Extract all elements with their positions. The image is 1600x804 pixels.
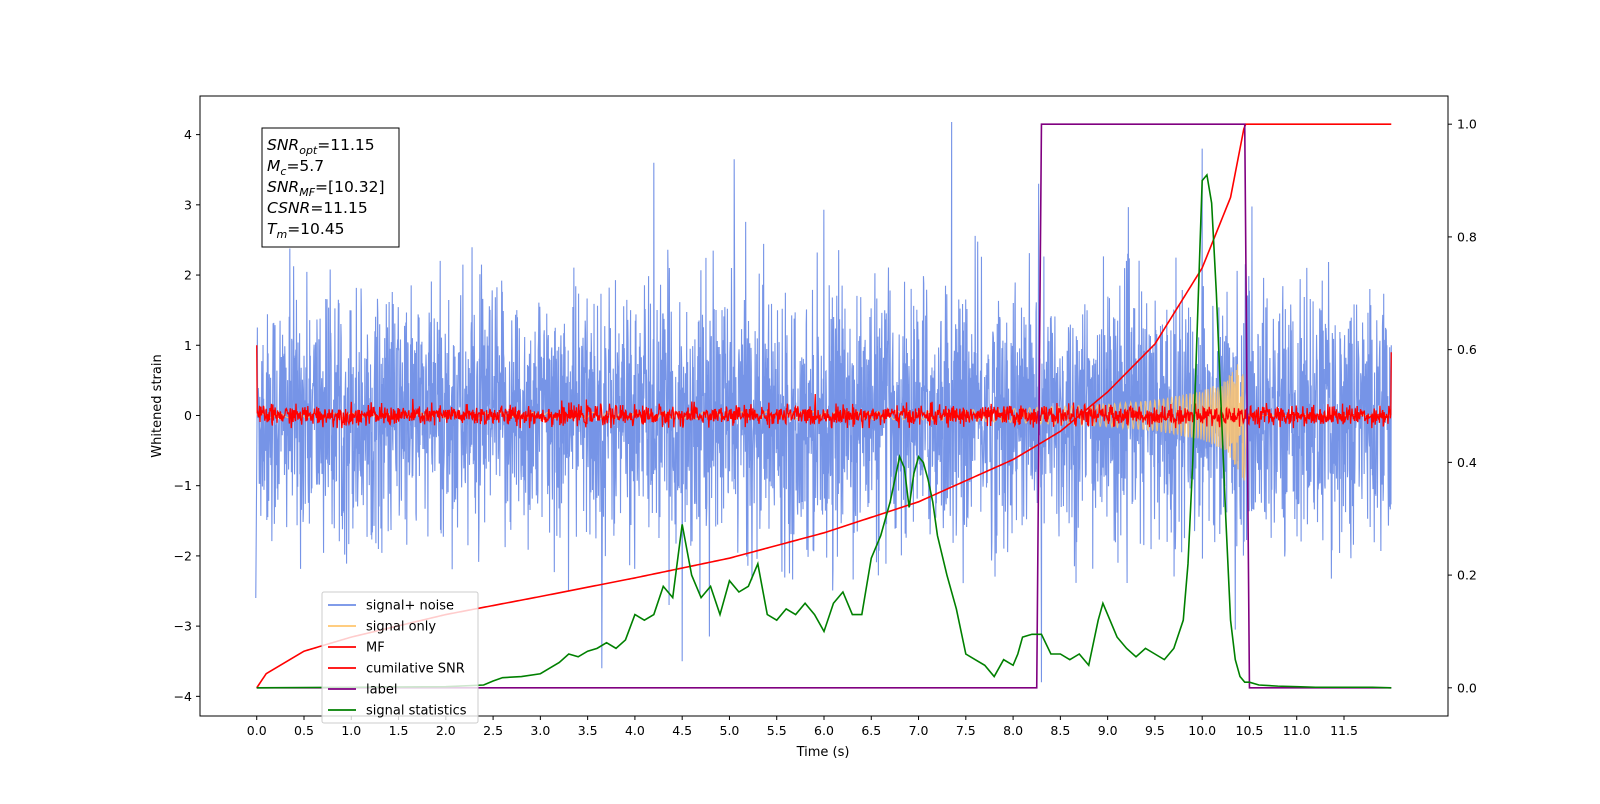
stats-annotation-box: SNRopt=11.15Mc=5.7SNRMF=[10.32]CSNR=11.1…: [261, 127, 400, 248]
x-tick-label: 11.0: [1283, 723, 1311, 738]
y-left-tick-label: −4: [174, 689, 192, 704]
x-axis-label: Time (s): [796, 745, 850, 760]
x-tick-label: 9.0: [1098, 723, 1118, 738]
x-tick-label: 5.0: [720, 723, 740, 738]
x-tick-label: 4.0: [625, 723, 645, 738]
series-label: [256, 123, 1392, 689]
x-tick-label: 8.0: [1003, 723, 1023, 738]
legend-label: label: [366, 683, 397, 698]
y-right-tick-label: 0.0: [1457, 680, 1477, 695]
y-left-tick-label: 1: [184, 338, 192, 353]
annotation-line: CSNR=11.15: [267, 199, 368, 217]
annotation-line: Mc=5.7: [267, 157, 324, 178]
x-tick-label: 6.0: [814, 723, 834, 738]
y-right-tick-label: 0.4: [1457, 455, 1477, 470]
annotation-line: SNRMF=[10.32]: [267, 178, 385, 199]
x-tick-label: 10.5: [1236, 723, 1264, 738]
y-right-tick-label: 0.2: [1457, 568, 1477, 583]
legend-label: signal+ noise: [366, 599, 454, 614]
x-tick-label: 3.5: [578, 723, 598, 738]
y-left-tick-label: −3: [174, 619, 192, 634]
annotation-line: Tm=10.45: [267, 220, 345, 241]
x-tick-label: 1.0: [341, 723, 361, 738]
x-tick-label: 7.5: [956, 723, 976, 738]
y-left-tick-label: −1: [174, 478, 192, 493]
legend-label: cumilative SNR: [366, 662, 465, 677]
y-right-tick-label: 0.8: [1457, 229, 1477, 244]
y-axis-left: 4 3 2 1 0 −1 −2 −3 −4: [174, 127, 200, 704]
x-tick-label: 2.0: [436, 723, 456, 738]
x-tick-label: 8.5: [1050, 723, 1070, 738]
x-tick-label: 0.0: [247, 723, 267, 738]
x-tick-label: 5.5: [767, 723, 787, 738]
y-axis-label: Whitened strain: [150, 354, 165, 457]
legend-label: MF: [366, 641, 385, 656]
legend-frame: [321, 591, 479, 724]
x-axis: 0.0 0.5 1.0 1.5 2.0 2.5 3.0 3.5 4.0 4.5 5.0 5.5 6.0 6…: [247, 716, 1358, 738]
x-tick-label: 1.5: [389, 723, 409, 738]
y-right-tick-label: 0.6: [1457, 342, 1477, 357]
x-tick-label: 2.5: [483, 723, 503, 738]
x-tick-label: 7.0: [909, 723, 929, 738]
x-tick-label: 4.5: [672, 723, 692, 738]
annotation-frame: [261, 127, 400, 248]
y-left-tick-label: 4: [184, 127, 192, 142]
annotation-line: SNRopt=11.15: [267, 136, 375, 157]
legend-label: signal only: [366, 620, 436, 635]
x-tick-label: 3.0: [530, 723, 550, 738]
x-tick-label: 6.5: [861, 723, 881, 738]
y-left-tick-label: 3: [184, 197, 192, 212]
x-tick-label: 11.5: [1330, 723, 1358, 738]
series-signal-statistics: [256, 173, 1392, 689]
y-right-tick-label: 1.0: [1457, 117, 1477, 132]
x-tick-label: 0.5: [294, 723, 314, 738]
y-axis-right: 1.0 0.8 0.6 0.4 0.2 0.0: [1448, 117, 1477, 695]
legend: signal+ noise signal only MF cumilative SNR…: [321, 591, 479, 724]
x-tick-label: 9.5: [1145, 723, 1165, 738]
x-tick-label: 10.0: [1188, 723, 1216, 738]
y-left-tick-label: 0: [184, 408, 192, 423]
y-left-tick-label: −2: [174, 548, 192, 563]
y-left-tick-label: 2: [184, 268, 192, 283]
legend-label: signal statistics: [366, 704, 467, 719]
series-mf: [256, 345, 1392, 429]
